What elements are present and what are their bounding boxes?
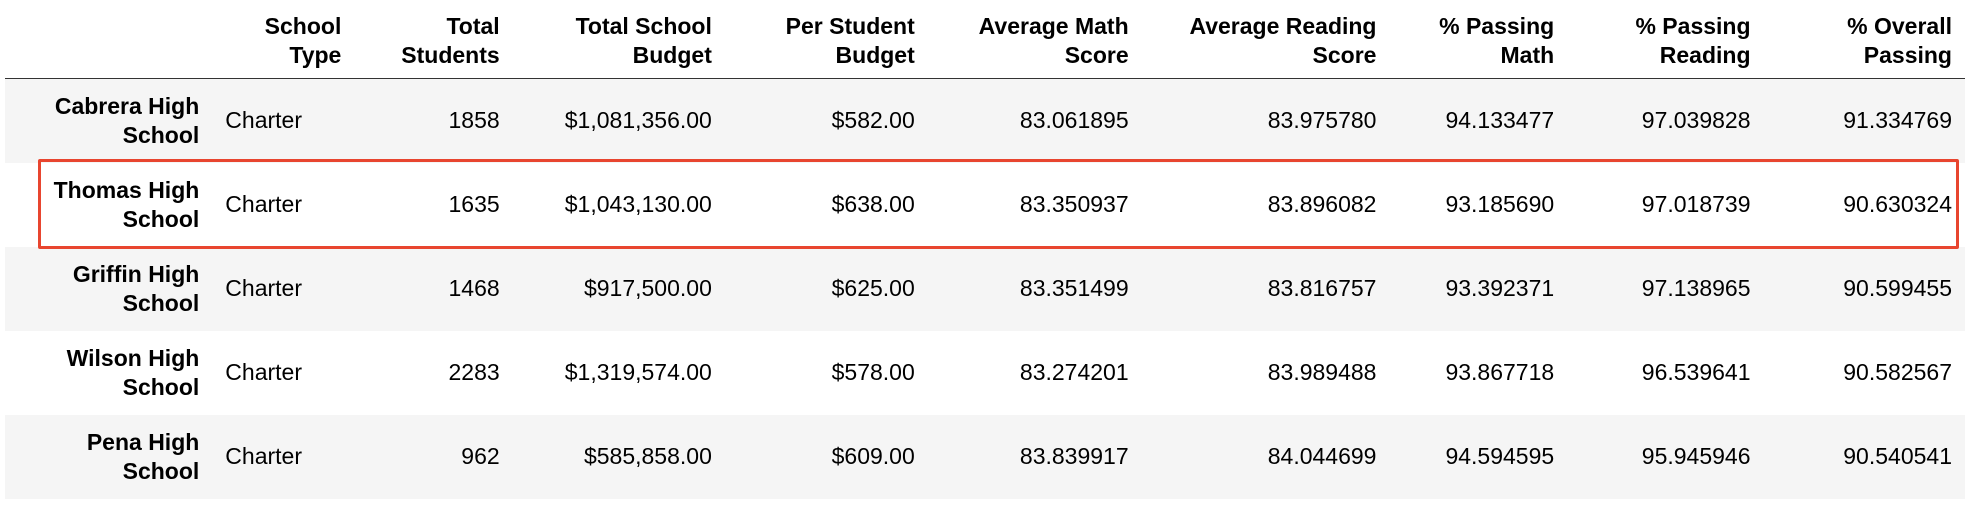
cell-per-student-budget: $578.00 <box>831 359 915 385</box>
header-row: School Type Total Students Total School Bud… <box>5 0 1965 79</box>
cell-avg-math: 83.351499 <box>1019 275 1129 301</box>
cell-per-student-budget: $638.00 <box>831 191 915 217</box>
cell-pct-math: 94.133477 <box>1445 107 1555 134</box>
header-total-school-budget: Total School Budget <box>575 13 712 68</box>
header-passing-math: % Passing Math <box>1439 13 1555 68</box>
cell-avg-reading: 84.044699 <box>1267 443 1377 469</box>
row-index-school-name: Griffin High School <box>72 260 200 316</box>
cell-school-type: Charter <box>225 443 302 469</box>
table-body: Cabrera High School Charter 1858 $1,081,3… <box>5 78 1965 499</box>
cell-school-type: Charter <box>225 275 302 301</box>
row-index-school-name: Cabrera High School <box>54 92 200 148</box>
header-school-type: School Type <box>264 13 342 68</box>
row-index-school-name: Pena High School <box>86 428 200 484</box>
cell-total-budget: $1,319,574.00 <box>564 359 712 385</box>
cell-avg-math: 83.839917 <box>1019 443 1129 469</box>
cell-school-type: Charter <box>225 107 302 134</box>
cell-total-students: 1468 <box>448 275 500 301</box>
cell-school-type: Charter <box>225 359 302 385</box>
header-overall-passing: % Overall Passing <box>1847 13 1952 68</box>
cell-pct-overall: 90.599455 <box>1843 275 1952 301</box>
cell-avg-reading: 83.896082 <box>1267 191 1377 217</box>
cell-pct-reading: 96.539641 <box>1641 359 1751 385</box>
cell-total-budget: $1,081,356.00 <box>564 107 712 134</box>
cell-pct-overall: 91.334769 <box>1843 107 1952 134</box>
table-row: Thomas High School Charter 1635 $1,043,13… <box>5 162 1965 247</box>
cell-per-student-budget: $609.00 <box>831 443 915 469</box>
cell-avg-reading: 83.989488 <box>1267 359 1377 385</box>
cell-per-student-budget: $582.00 <box>831 107 915 134</box>
row-index-school-name: Wilson High School <box>66 344 200 400</box>
cell-pct-math: 94.594595 <box>1445 443 1555 469</box>
cell-school-type: Charter <box>225 191 302 217</box>
cell-total-budget: $585,858.00 <box>583 443 712 469</box>
header-passing-reading: % Passing Reading <box>1635 13 1751 68</box>
table-row: Wilson High School Charter 2283 $1,319,57… <box>5 330 1965 415</box>
cell-pct-math: 93.185690 <box>1445 191 1555 217</box>
table-row: Griffin High School Charter 1468 $917,500… <box>5 246 1965 331</box>
header-total-students: Total Students <box>401 13 500 68</box>
cell-total-budget: $1,043,130.00 <box>564 191 712 217</box>
cell-total-students: 962 <box>461 443 500 469</box>
cell-avg-math: 83.350937 <box>1019 191 1129 217</box>
cell-pct-reading: 95.945946 <box>1641 443 1751 469</box>
cell-pct-math: 93.392371 <box>1445 275 1555 301</box>
cell-pct-reading: 97.138965 <box>1641 275 1751 301</box>
cell-pct-math: 93.867718 <box>1445 359 1555 385</box>
table-header: School Type Total Students Total School Bud… <box>5 0 1965 79</box>
cell-total-students: 1635 <box>448 191 500 217</box>
cell-pct-overall: 90.582567 <box>1843 359 1952 385</box>
cell-avg-reading: 83.816757 <box>1267 275 1377 301</box>
cell-total-budget: $917,500.00 <box>583 275 712 301</box>
header-average-reading-score: Average Reading Score <box>1189 13 1377 68</box>
cell-total-students: 1858 <box>448 107 500 134</box>
cell-pct-overall: 90.540541 <box>1843 443 1952 469</box>
index-header <box>5 0 212 79</box>
schools-table: School Type Total Students Total School Bud… <box>5 0 1965 499</box>
cell-pct-reading: 97.039828 <box>1641 107 1751 134</box>
table-row: Pena High School Charter 962 $585,858.00 … <box>5 414 1965 499</box>
table-row: Cabrera High School Charter 1858 $1,081,3… <box>5 78 1965 163</box>
cell-pct-overall: 90.630324 <box>1843 191 1952 217</box>
cell-avg-math: 83.274201 <box>1019 359 1129 385</box>
cell-avg-reading: 83.975780 <box>1267 107 1377 134</box>
row-index-school-name: Thomas High School <box>53 176 200 232</box>
cell-avg-math: 83.061895 <box>1019 107 1129 134</box>
header-average-math-score: Average Math Score <box>978 13 1129 68</box>
header-per-student-budget: Per Student Budget <box>785 13 915 68</box>
cell-pct-reading: 97.018739 <box>1641 191 1751 217</box>
cell-total-students: 2283 <box>448 359 500 385</box>
cell-per-student-budget: $625.00 <box>831 275 915 301</box>
